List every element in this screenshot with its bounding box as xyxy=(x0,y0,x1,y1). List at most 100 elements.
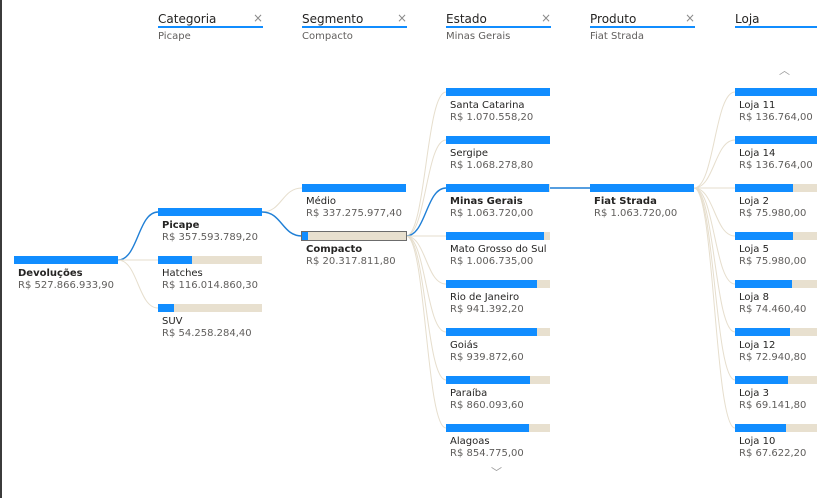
remove-level-close-icon[interactable]: × xyxy=(684,11,695,25)
connector xyxy=(405,139,447,237)
scroll-up-chevron-icon[interactable]: ︿ xyxy=(779,64,790,77)
remove-level-close-icon[interactable]: × xyxy=(252,11,263,25)
bar-fill xyxy=(158,208,262,216)
node-label: Compacto xyxy=(306,244,363,255)
active-connector xyxy=(117,211,159,261)
bar-track xyxy=(735,424,817,432)
column-title: Categoria xyxy=(158,12,217,26)
tree-node-loja-3[interactable]: Loja 3 R$ 69.141,80 xyxy=(735,376,817,416)
node-label: SUV xyxy=(162,316,183,327)
tree-node-hatches[interactable]: Hatches R$ 116.014.860,30 xyxy=(158,256,263,296)
tree-node-loja-12[interactable]: Loja 12 R$ 72.940,80 xyxy=(735,328,817,368)
column-header-loja: Loja xyxy=(735,11,817,45)
bar-fill xyxy=(446,280,537,288)
bar-selection-outline xyxy=(301,231,407,241)
node-value: R$ 136.764,00 xyxy=(739,112,813,123)
column-title: Segmento xyxy=(302,12,364,26)
tree-node-goias[interactable]: Goiás R$ 939.872,60 xyxy=(446,328,551,368)
bar-track xyxy=(735,280,817,288)
node-label: Loja 8 xyxy=(739,292,769,303)
tree-node-santa-catarina[interactable]: Santa Catarina R$ 1.070.558,20 xyxy=(446,88,551,128)
connector xyxy=(693,139,736,189)
node-value: R$ 1.070.558,20 xyxy=(450,112,534,123)
node-value: R$ 854.775,00 xyxy=(450,448,524,459)
node-label: Alagoas xyxy=(450,436,490,447)
connector xyxy=(405,235,447,381)
node-label: Médio xyxy=(306,196,337,207)
bar-fill xyxy=(158,256,192,264)
node-value: R$ 939.872,60 xyxy=(450,352,524,363)
bar-fill xyxy=(446,88,550,96)
node-value: R$ 337.275.977,40 xyxy=(306,208,403,219)
tree-node-devolucoes[interactable]: Devoluções R$ 527.866.933,90 xyxy=(14,256,119,296)
bar-track xyxy=(302,184,406,192)
node-label: Loja 5 xyxy=(739,244,769,255)
connector xyxy=(693,187,736,285)
tree-node-loja-10[interactable]: Loja 10 R$ 67.622,20 xyxy=(735,424,817,464)
column-underline xyxy=(302,26,407,28)
remove-level-close-icon[interactable]: × xyxy=(540,11,551,25)
column-header-categoria: Categoria × Picape xyxy=(158,11,263,45)
node-value: R$ 75.980,00 xyxy=(739,208,807,219)
tree-node-medio[interactable]: Médio R$ 337.275.977,40 xyxy=(302,184,407,224)
tree-node-compacto[interactable]: Compacto R$ 20.317.811,80 xyxy=(301,231,407,272)
column-underline xyxy=(735,26,817,28)
bar-fill xyxy=(446,376,530,384)
node-value: R$ 357.593.789,20 xyxy=(162,232,259,243)
bar-fill xyxy=(590,184,694,192)
bar-fill xyxy=(735,328,790,336)
connector xyxy=(261,187,303,213)
bar-track xyxy=(446,328,550,336)
remove-level-close-icon[interactable]: × xyxy=(396,11,407,25)
tree-node-loja-5[interactable]: Loja 5 R$ 75.980,00 xyxy=(735,232,817,272)
column-header-segmento: Segmento × Compacto xyxy=(302,11,407,45)
tree-node-sergipe[interactable]: Sergipe R$ 1.068.278,80 xyxy=(446,136,551,176)
node-label: Mato Grosso do Sul xyxy=(450,244,547,255)
tree-node-fiat-strada[interactable]: Fiat Strada R$ 1.063.720,00 xyxy=(590,184,695,224)
connector xyxy=(693,187,736,237)
column-filter-value: Picape xyxy=(158,31,191,42)
bar-track xyxy=(446,376,550,384)
column-underline xyxy=(446,26,551,28)
node-label: Devoluções xyxy=(18,268,83,279)
bar-fill xyxy=(735,136,817,144)
node-label: Minas Gerais xyxy=(450,196,523,207)
column-title: Loja xyxy=(735,12,760,26)
bar-track xyxy=(446,136,550,144)
bar-fill xyxy=(158,304,174,312)
tree-node-loja-14[interactable]: Loja 14 R$ 136.764,00 xyxy=(735,136,817,176)
node-value: R$ 1.063.720,00 xyxy=(450,208,534,219)
connector xyxy=(693,187,736,333)
tree-node-suv[interactable]: SUV R$ 54.258.284,40 xyxy=(158,304,263,344)
active-connector xyxy=(261,211,303,237)
column-underline xyxy=(158,26,263,28)
node-label: Loja 2 xyxy=(739,196,769,207)
tree-node-mato-grosso-do-sul[interactable]: Mato Grosso do Sul R$ 1.006.735,00 xyxy=(446,232,551,272)
bar-fill xyxy=(14,256,118,264)
tree-node-alagoas[interactable]: Alagoas R$ 854.775,00 xyxy=(446,424,551,464)
window-edge xyxy=(0,0,2,498)
node-value: R$ 72.940,80 xyxy=(739,352,807,363)
tree-node-loja-8[interactable]: Loja 8 R$ 74.460,40 xyxy=(735,280,817,320)
tree-node-rio-de-janeiro[interactable]: Rio de Janeiro R$ 941.392,20 xyxy=(446,280,551,320)
tree-node-picape[interactable]: Picape R$ 357.593.789,20 xyxy=(158,208,263,248)
tree-node-paraiba[interactable]: Paraíba R$ 860.093,60 xyxy=(446,376,551,416)
tree-node-minas-gerais[interactable]: Minas Gerais R$ 1.063.720,00 xyxy=(446,184,551,224)
tree-node-loja-2[interactable]: Loja 2 R$ 75.980,00 xyxy=(735,184,817,224)
node-value: R$ 1.063.720,00 xyxy=(594,208,678,219)
bar-track xyxy=(446,88,550,96)
connector xyxy=(405,235,447,333)
column-title: Produto xyxy=(590,12,637,26)
bar-track xyxy=(446,280,550,288)
bar-fill xyxy=(446,184,549,192)
bar-fill xyxy=(302,232,308,240)
tree-node-loja-11[interactable]: Loja 11 R$ 136.764,00 xyxy=(735,88,817,128)
bar-track xyxy=(735,88,817,96)
column-header-produto: Produto × Fiat Strada xyxy=(590,11,695,45)
bar-fill xyxy=(446,136,550,144)
column-filter-value: Compacto xyxy=(302,31,353,42)
node-label: Hatches xyxy=(162,268,203,279)
node-label: Fiat Strada xyxy=(594,196,657,207)
scroll-down-chevron-icon[interactable]: ﹀ xyxy=(491,466,502,479)
node-value: R$ 860.093,60 xyxy=(450,400,524,411)
